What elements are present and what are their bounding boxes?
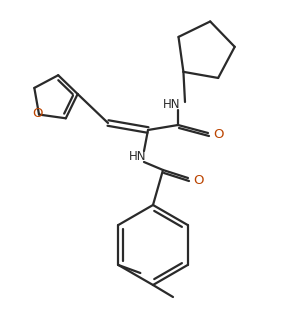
- Text: O: O: [32, 107, 42, 120]
- Text: O: O: [213, 129, 223, 142]
- Text: HN: HN: [163, 99, 181, 112]
- Text: HN: HN: [129, 151, 147, 164]
- Text: O: O: [193, 173, 203, 186]
